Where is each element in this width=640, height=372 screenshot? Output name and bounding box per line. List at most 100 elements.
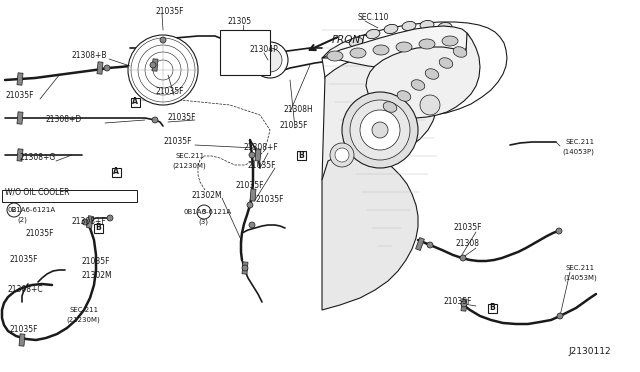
Text: 21035F: 21035F (256, 196, 285, 205)
Circle shape (420, 95, 440, 115)
Bar (86, 216, 93, 228)
Circle shape (160, 37, 166, 43)
Circle shape (372, 122, 388, 138)
Text: 21308H: 21308H (283, 106, 313, 115)
Circle shape (7, 203, 21, 217)
Circle shape (104, 65, 110, 71)
Bar (488, 304, 497, 312)
Text: 21308+B: 21308+B (72, 51, 108, 61)
Bar (111, 167, 120, 176)
Circle shape (427, 242, 433, 248)
Circle shape (249, 222, 255, 228)
Ellipse shape (438, 22, 452, 32)
Text: B: B (489, 304, 495, 312)
Text: 0B1A6-6121A: 0B1A6-6121A (8, 207, 56, 213)
Text: A: A (132, 97, 138, 106)
Ellipse shape (425, 69, 439, 79)
Text: 21035F: 21035F (454, 224, 483, 232)
Bar (296, 151, 305, 160)
Text: (2): (2) (17, 217, 27, 223)
Text: 21304P: 21304P (249, 45, 278, 55)
Text: 21308: 21308 (455, 240, 479, 248)
Bar (255, 149, 261, 161)
Text: 21035F: 21035F (10, 256, 38, 264)
Text: 21308+F: 21308+F (72, 218, 107, 227)
Text: 21035F: 21035F (155, 7, 184, 16)
Ellipse shape (350, 48, 366, 58)
Text: 21302M: 21302M (82, 272, 113, 280)
Bar (17, 112, 23, 124)
Bar (220, 30, 270, 75)
Ellipse shape (402, 22, 416, 31)
Text: (21230M): (21230M) (66, 317, 100, 323)
Ellipse shape (373, 45, 389, 55)
Bar (131, 97, 140, 106)
Text: 21035F: 21035F (163, 138, 191, 147)
Bar (461, 299, 467, 311)
Text: 2: 2 (12, 207, 16, 213)
Circle shape (360, 110, 400, 150)
Text: 21035F: 21035F (155, 87, 184, 96)
Circle shape (152, 117, 158, 123)
Polygon shape (366, 33, 480, 118)
Text: 21035F: 21035F (167, 113, 195, 122)
Text: B: B (95, 224, 101, 232)
Text: 21035F: 21035F (280, 121, 308, 129)
Ellipse shape (349, 37, 363, 47)
Text: 0B1A6-6121A: 0B1A6-6121A (183, 209, 231, 215)
Text: 21308+F: 21308+F (243, 144, 278, 153)
Ellipse shape (420, 20, 434, 29)
Bar (2, 190, 137, 202)
Text: (14053M): (14053M) (563, 275, 596, 281)
Circle shape (330, 143, 354, 167)
Polygon shape (322, 26, 470, 69)
Text: SEC.211: SEC.211 (70, 307, 99, 313)
Circle shape (107, 215, 113, 221)
Circle shape (557, 313, 563, 319)
Circle shape (128, 35, 198, 105)
Text: 21035F: 21035F (10, 326, 38, 334)
Ellipse shape (396, 42, 412, 52)
Text: A: A (113, 167, 119, 176)
Ellipse shape (442, 36, 458, 46)
Ellipse shape (419, 39, 435, 49)
Bar (19, 334, 25, 346)
Polygon shape (322, 154, 418, 310)
Circle shape (258, 48, 282, 72)
Polygon shape (322, 55, 437, 180)
Circle shape (247, 202, 253, 208)
Text: 21308+D: 21308+D (46, 115, 83, 125)
Ellipse shape (383, 102, 397, 112)
Text: SEC.211: SEC.211 (565, 139, 594, 145)
Bar (17, 73, 23, 85)
Text: 21035F: 21035F (443, 298, 472, 307)
Bar (152, 59, 158, 71)
Text: 21302M: 21302M (192, 192, 223, 201)
Text: SEC.211: SEC.211 (175, 153, 204, 159)
Circle shape (249, 152, 255, 158)
Text: W/O OIL COOLER: W/O OIL COOLER (5, 187, 70, 196)
Circle shape (150, 62, 156, 68)
Circle shape (556, 228, 562, 234)
Text: (21230M): (21230M) (172, 163, 205, 169)
Circle shape (342, 92, 418, 168)
Text: 21308+G: 21308+G (20, 154, 56, 163)
Text: 21305: 21305 (228, 17, 252, 26)
Text: 21308+C: 21308+C (8, 285, 44, 295)
Ellipse shape (397, 91, 411, 101)
Text: 21035F: 21035F (25, 230, 54, 238)
Ellipse shape (412, 80, 425, 90)
Text: 21035F: 21035F (248, 160, 276, 170)
Ellipse shape (327, 51, 343, 61)
Circle shape (461, 301, 467, 307)
Ellipse shape (366, 29, 380, 39)
Ellipse shape (453, 47, 467, 57)
Circle shape (242, 265, 248, 271)
Text: SEC.211: SEC.211 (566, 265, 595, 271)
Bar (415, 237, 424, 250)
Circle shape (252, 42, 288, 78)
Polygon shape (322, 22, 507, 116)
Text: (3): (3) (198, 219, 208, 225)
Circle shape (335, 148, 349, 162)
Circle shape (82, 219, 88, 225)
